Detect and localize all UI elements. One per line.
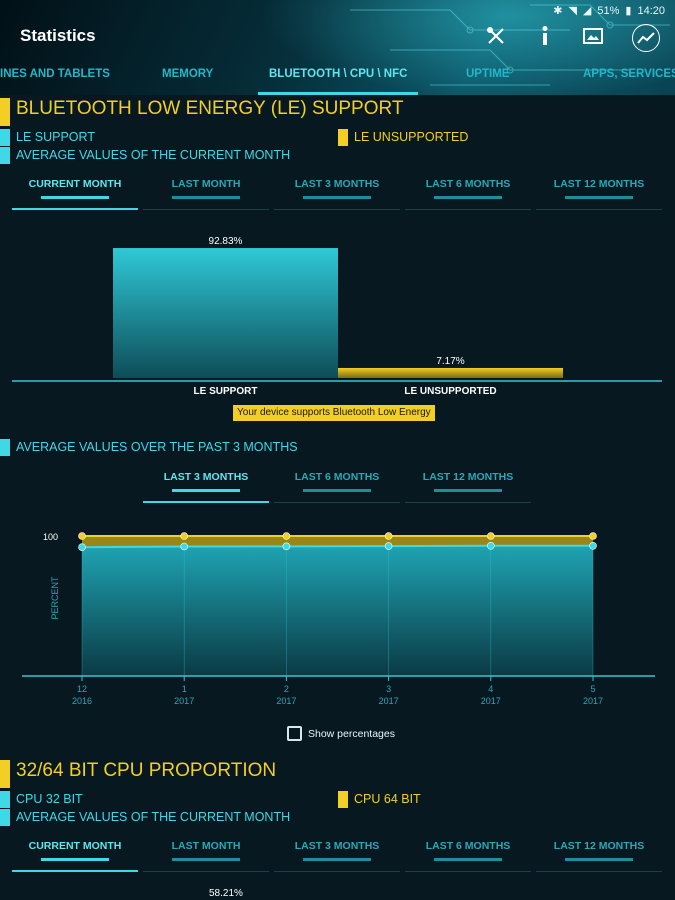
x-tick-year-label: 2017 (379, 696, 399, 706)
legend-swatch (0, 129, 10, 146)
show-percentages-checkbox[interactable] (287, 726, 302, 741)
x-tick-year-label: 2017 (174, 696, 194, 706)
tab-trend-last-3-months[interactable]: LAST 3 MONTHS (143, 465, 269, 503)
cpu-avg-current-month-label: AVERAGE VALUES OF THE CURRENT MONTH (0, 809, 290, 826)
avg-current-month-label: AVERAGE VALUES OF THE CURRENT MONTH (0, 147, 290, 164)
active-tab-indicator (258, 92, 418, 95)
tab-trend-last-6-months[interactable]: LAST 6 MONTHS (274, 465, 400, 503)
x-tick-year-label: 2017 (481, 696, 501, 706)
battery-level: 51% (597, 4, 620, 17)
header-glow (260, 0, 675, 95)
section-marker (0, 760, 10, 788)
bar-le-support (113, 248, 338, 378)
section-marker (0, 98, 10, 126)
ble-section-title: BLUETOOTH LOW ENERGY (LE) SUPPORT (0, 98, 403, 126)
tab-current-month[interactable]: CURRENT MONTH (12, 834, 138, 872)
category-tabs: INES AND TABLETS MEMORY BLUETOOTH \ CPU … (0, 62, 675, 95)
legend-le-unsupported: LE UNSUPPORTED (338, 129, 468, 146)
x-tick-label: 12 (77, 684, 87, 694)
x-tick-label: 1 (182, 684, 187, 694)
legend-swatch (0, 791, 10, 808)
x-tick-label: 3 (386, 684, 391, 694)
tab-last-6-months[interactable]: LAST 6 MONTHS (405, 834, 531, 872)
series-line-le-support (81, 544, 593, 549)
signal-icon: ◢ (582, 5, 592, 17)
x-tick-year-label: 2016 (72, 696, 92, 706)
tab-last-6-months[interactable]: LAST 6 MONTHS (405, 172, 531, 210)
bluetooth-icon: ✱ (553, 5, 563, 17)
ble-period-tabs: CURRENT MONTH LAST MONTH LAST 3 MONTHS L… (12, 172, 662, 212)
wifi-icon: ◥ (568, 5, 577, 17)
bar-le-unsupported (338, 367, 563, 378)
tab-last-12-months[interactable]: LAST 12 MONTHS (536, 172, 662, 210)
app-title: Statistics (20, 26, 96, 45)
tab-uptime[interactable]: UPTIME (466, 68, 510, 80)
legend-swatch (0, 439, 10, 456)
data-point (384, 542, 393, 550)
x-tick-label: 4 (488, 684, 493, 694)
bar-category-label: LE UNSUPPORTED (404, 386, 496, 397)
data-point (282, 542, 291, 551)
tab-current-month[interactable]: CURRENT MONTH (12, 172, 138, 210)
data-point (589, 541, 597, 550)
data-point (486, 532, 495, 540)
x-tick-label: 2 (284, 684, 289, 694)
status-bar: ✱ ◥ ◢ 51% ▮ 14:20 (553, 4, 665, 18)
bar-value-label: 92.83% (209, 236, 243, 247)
data-point (589, 532, 597, 540)
y-tick-label: 100 (43, 532, 58, 542)
data-point (180, 532, 188, 540)
chart-icon[interactable] (632, 24, 660, 52)
data-point (486, 541, 495, 550)
tab-bluetooth-cpu-nfc[interactable]: BLUETOOTH \ CPU \ NFC (269, 68, 408, 80)
legend-cpu-32: CPU 32 BIT (0, 791, 83, 808)
header-background-art (350, 4, 670, 86)
clock: 14:20 (637, 4, 665, 17)
bar-category-label: LE SUPPORT (194, 386, 258, 397)
legend-cpu-64: CPU 64 BIT (338, 791, 421, 808)
x-tick-year-label: 2017 (583, 696, 603, 706)
info-icon[interactable] (533, 24, 557, 48)
legend-swatch (338, 791, 348, 808)
tab-last-3-months[interactable]: LAST 3 MONTHS (274, 834, 400, 872)
ble-bar-chart: 92.83% LE SUPPORT 7.17% LE UNSUPPORTED (12, 236, 662, 397)
tab-trend-last-12-months[interactable]: LAST 12 MONTHS (405, 465, 531, 503)
tab-phones-and-tablets[interactable]: INES AND TABLETS (0, 68, 110, 80)
tab-memory[interactable]: MEMORY (162, 68, 214, 80)
bar-value-label: 7.17% (436, 356, 464, 367)
screenshot-icon[interactable] (581, 24, 605, 48)
le-unsupported-band (82, 536, 593, 548)
ble-trend-tabs: LAST 3 MONTHS LAST 6 MONTHS LAST 12 MONT… (143, 465, 543, 505)
tab-last-month[interactable]: LAST MONTH (143, 172, 269, 210)
tab-last-12-months[interactable]: LAST 12 MONTHS (536, 834, 662, 872)
tab-last-3-months[interactable]: LAST 3 MONTHS (274, 172, 400, 210)
cpu-32-value-label: 58.21% (209, 888, 243, 899)
cpu-section-title: 32/64 BIT CPU PROPORTION (0, 760, 276, 788)
data-point (78, 532, 86, 540)
data-point (180, 542, 188, 551)
legend-swatch (0, 147, 10, 164)
le-support-area (82, 545, 593, 676)
ble-trend-chart: 100 PERCENT 12 2016 1 2017 2 2017 3 2017 4 2017 5 201… (22, 532, 655, 706)
header: ✱ ◥ ◢ 51% ▮ 14:20 Statistics INES AND TA… (0, 0, 675, 95)
data-point (384, 532, 393, 540)
x-tick-label: 5 (590, 684, 595, 694)
avg-past-3-months-label: AVERAGE VALUES OVER THE PAST 3 MONTHS (0, 439, 298, 456)
legend-le-support: LE SUPPORT (0, 129, 95, 146)
y-axis-label: PERCENT (50, 576, 60, 620)
legend-swatch (338, 129, 348, 146)
ble-support-notice: Your device supports Bluetooth Low Energ… (233, 405, 435, 421)
tools-icon[interactable] (484, 24, 508, 48)
data-point (282, 532, 291, 540)
x-tick-year-label: 2017 (276, 696, 296, 706)
data-point (78, 543, 86, 552)
tab-apps-services[interactable]: APPS, SERVICES (583, 68, 675, 80)
legend-swatch (0, 809, 10, 826)
battery-icon: ▮ (625, 5, 632, 17)
cpu-period-tabs: CURRENT MONTH LAST MONTH LAST 3 MONTHS L… (12, 834, 662, 874)
show-percentages-toggle[interactable]: Show percentages (287, 726, 395, 741)
tab-last-month[interactable]: LAST MONTH (143, 834, 269, 872)
